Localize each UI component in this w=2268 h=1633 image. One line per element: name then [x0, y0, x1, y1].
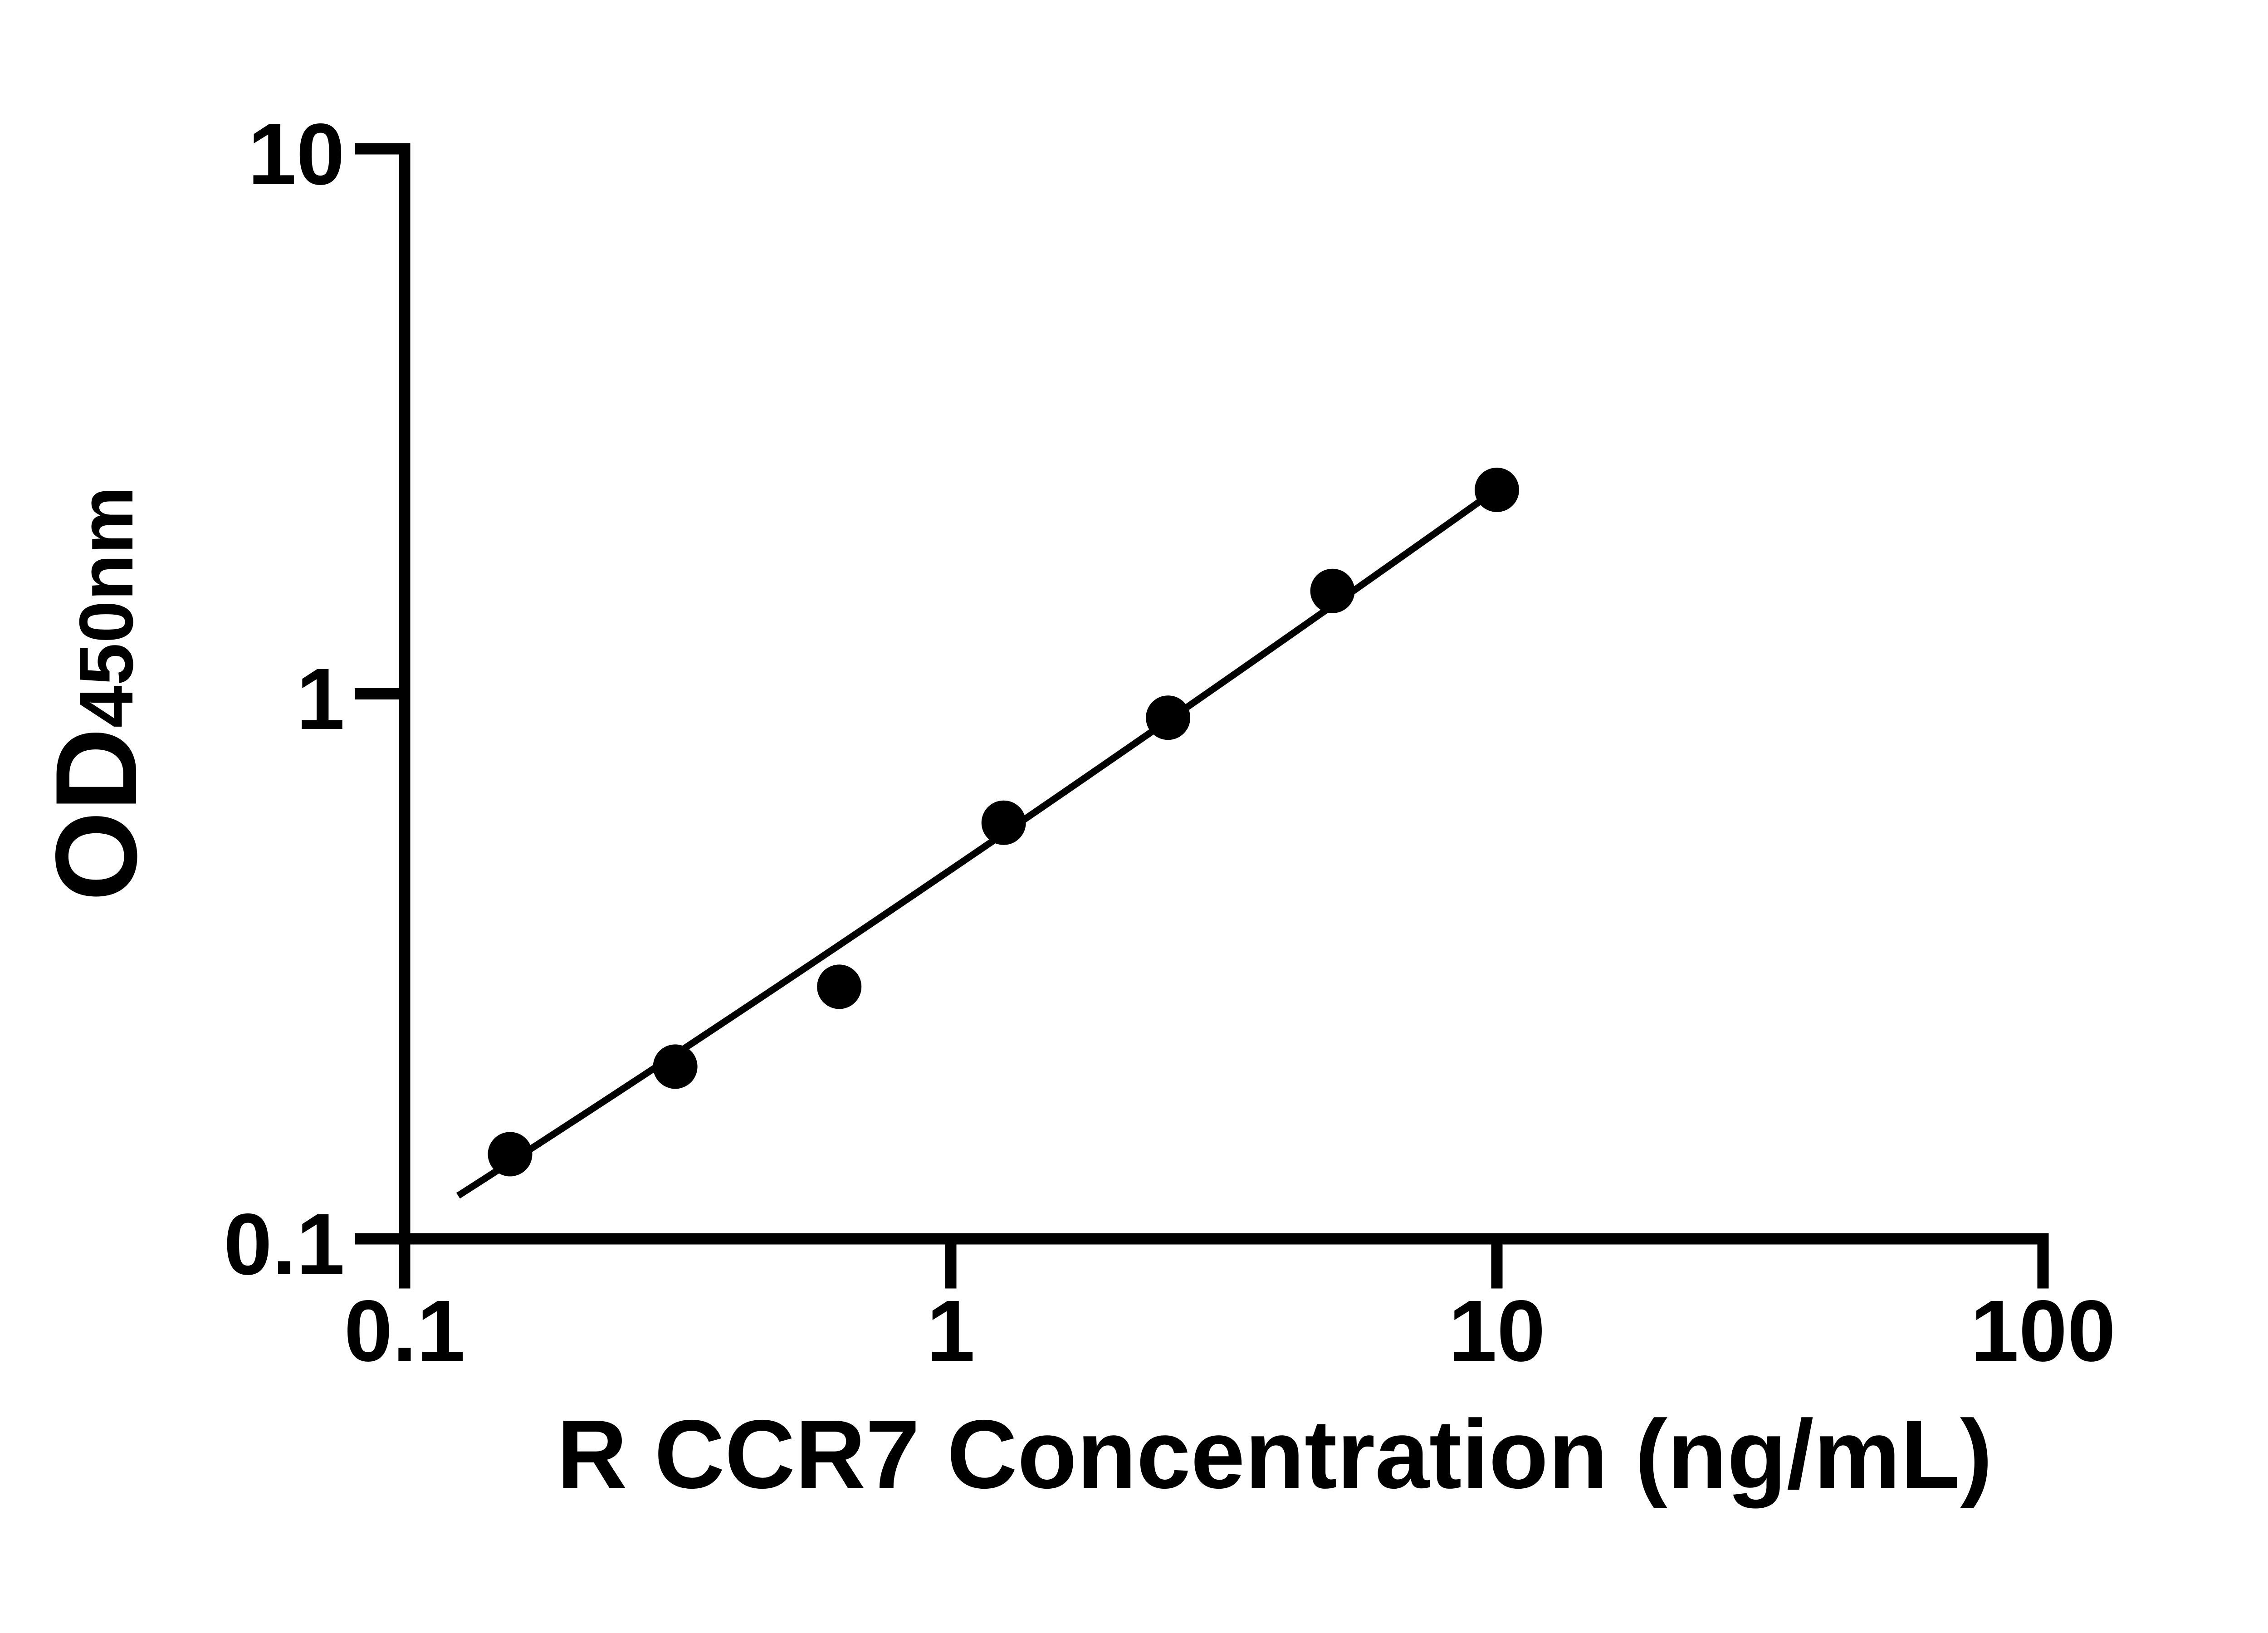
svg-text:10: 10: [248, 105, 345, 203]
svg-text:1: 1: [927, 1282, 975, 1379]
svg-text:R CCR7 Concentration (ng/mL): R CCR7 Concentration (ng/mL): [557, 1399, 1992, 1509]
svg-text:1: 1: [296, 650, 345, 748]
svg-text:10: 10: [1448, 1282, 1545, 1379]
svg-text:0.1: 0.1: [224, 1195, 345, 1293]
svg-text:0.1: 0.1: [344, 1282, 465, 1379]
svg-text:100: 100: [1970, 1282, 2116, 1379]
